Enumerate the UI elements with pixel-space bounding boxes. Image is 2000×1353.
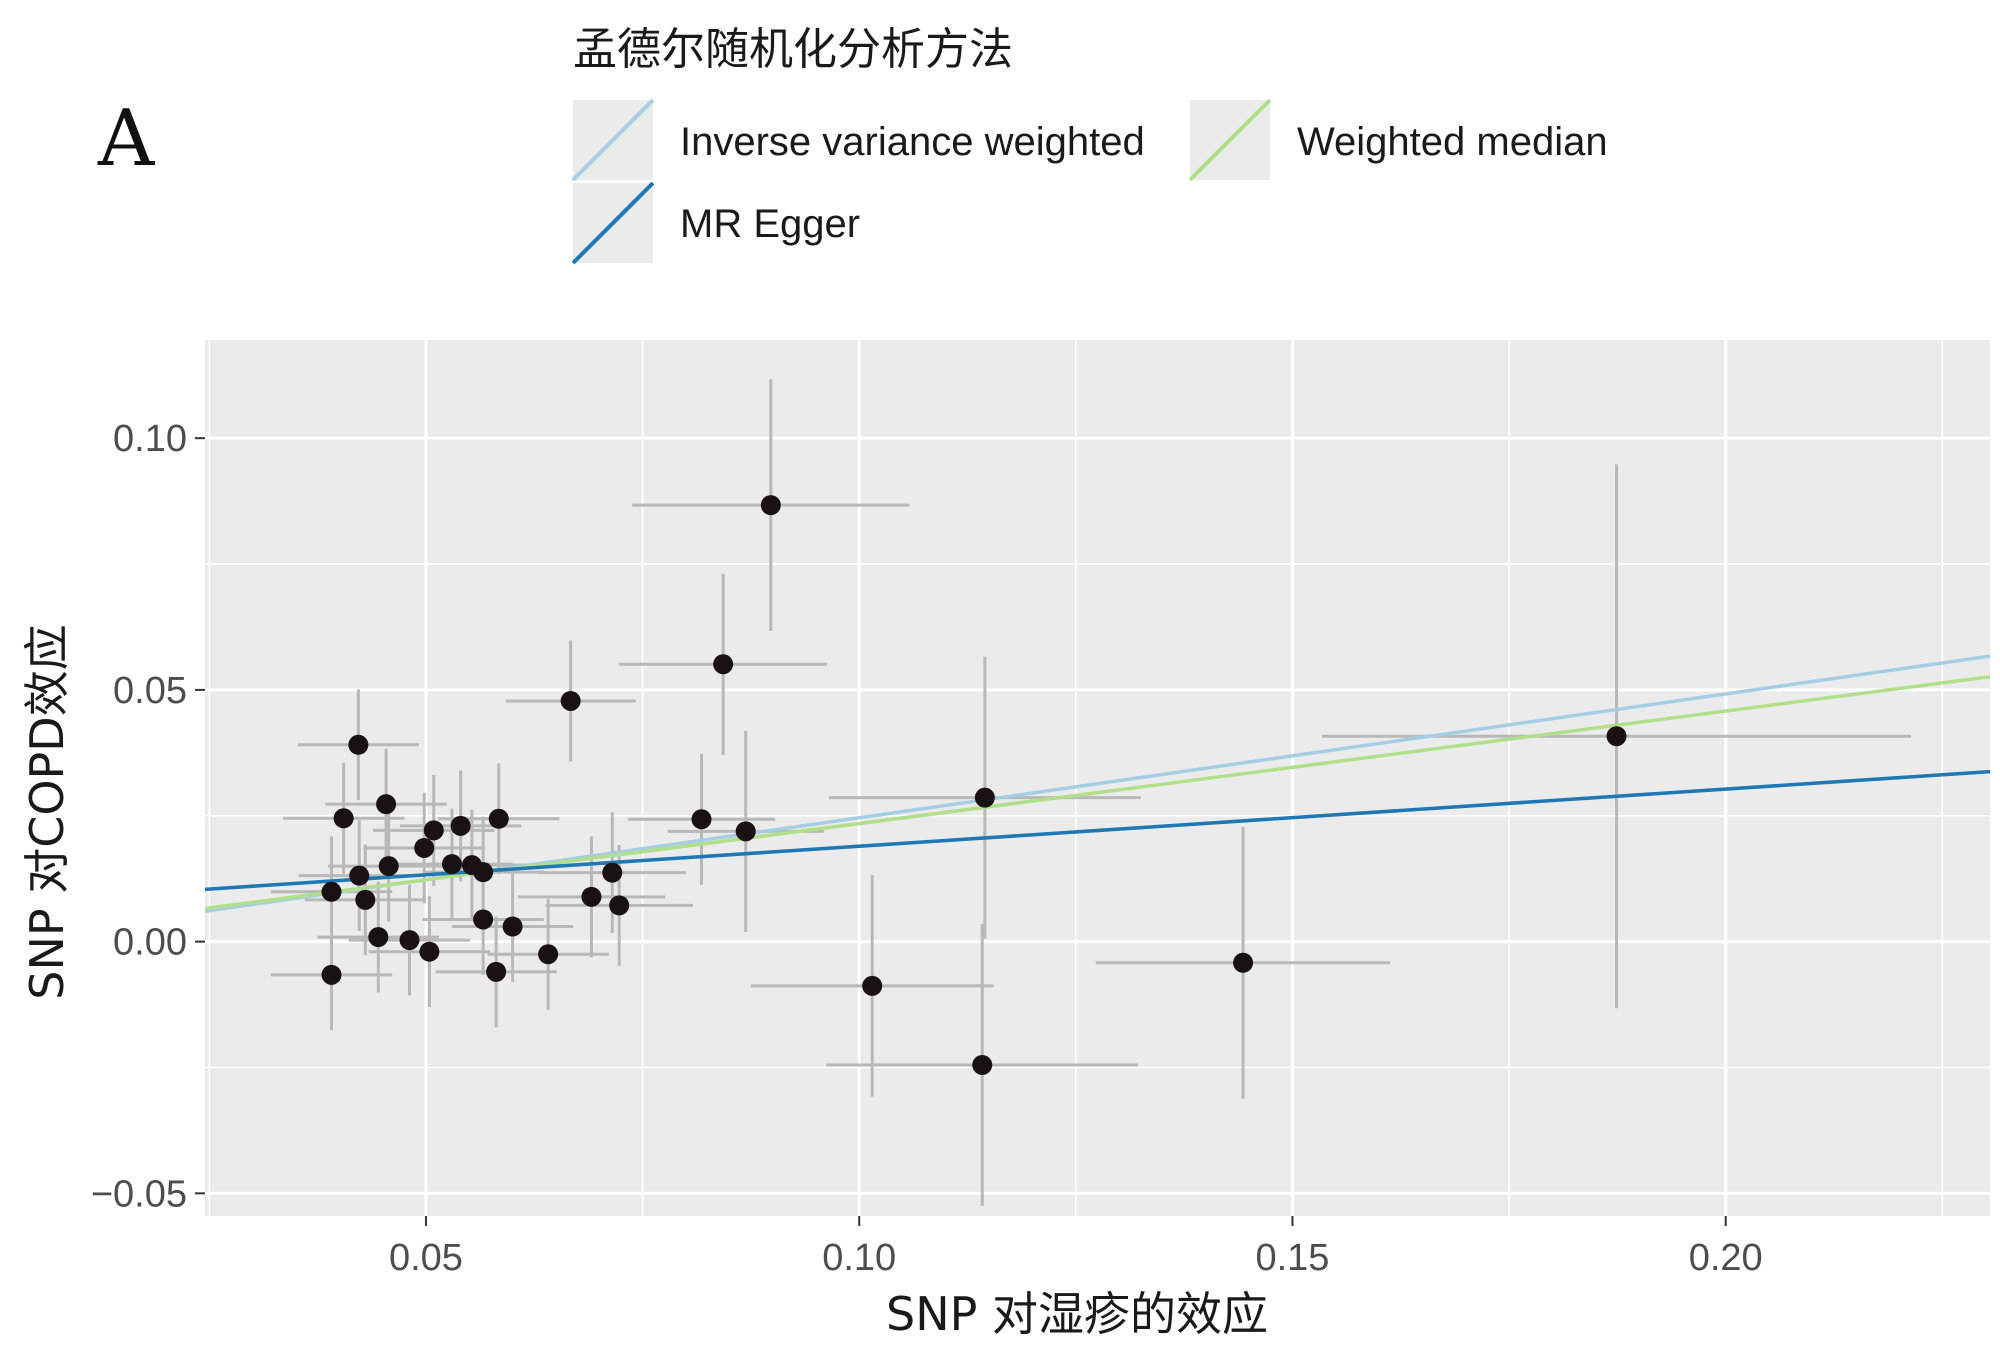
fit-line-mr-egger bbox=[204, 769, 1991, 892]
legend-label-ivw: Inverse variance weighted bbox=[680, 120, 1145, 164]
legend-line-weighted-median bbox=[1188, 98, 1272, 182]
data-point bbox=[414, 837, 435, 858]
data-point bbox=[378, 856, 399, 877]
legend-label-mr-egger: MR Egger bbox=[680, 202, 860, 246]
data-point bbox=[486, 961, 507, 982]
data-point bbox=[760, 495, 781, 516]
legend-line-mr-egger bbox=[571, 181, 655, 265]
data-point bbox=[368, 927, 389, 948]
grid-major bbox=[205, 340, 1990, 1216]
data-point bbox=[333, 808, 354, 829]
x-axis-title: SNP 对湿疹的效应 bbox=[886, 1287, 1268, 1341]
data-point bbox=[581, 886, 602, 907]
data-point bbox=[974, 787, 995, 808]
data-point bbox=[399, 930, 420, 951]
legend: 孟德尔随机化分析方法 Inverse variance weighted Wei… bbox=[571, 24, 1608, 265]
y-tick-label: −0.05 bbox=[91, 1173, 187, 1215]
data-point bbox=[419, 941, 440, 962]
panel-label: A bbox=[97, 94, 156, 184]
legend-item-weighted-median: Weighted median bbox=[1188, 98, 1608, 182]
data-point bbox=[602, 862, 623, 883]
y-tick-label: 0.00 bbox=[113, 922, 187, 964]
plot-panel bbox=[205, 340, 1990, 1216]
data-point bbox=[735, 821, 756, 842]
fit-lines bbox=[204, 654, 1991, 914]
x-tick-label: 0.10 bbox=[822, 1237, 896, 1279]
legend-title: 孟德尔随机化分析方法 bbox=[573, 24, 1013, 75]
legend-item-mr-egger: MR Egger bbox=[571, 181, 860, 265]
data-point bbox=[473, 909, 494, 930]
data-point bbox=[1606, 726, 1627, 747]
y-axis: 0.10 0.05 0.00 −0.05 bbox=[91, 418, 205, 1215]
data-point bbox=[1233, 952, 1254, 973]
data-point bbox=[560, 690, 581, 711]
data-point bbox=[473, 862, 494, 883]
y-tick-label: 0.10 bbox=[113, 418, 187, 460]
data-point bbox=[321, 964, 342, 985]
data-point bbox=[376, 794, 397, 815]
data-point bbox=[502, 916, 523, 937]
data-point bbox=[488, 808, 509, 829]
data-point bbox=[349, 865, 370, 886]
data-point bbox=[538, 944, 559, 965]
y-tick-label: 0.05 bbox=[113, 670, 187, 712]
data-point bbox=[713, 654, 734, 675]
y-axis-title: SNP 对COPD效应 bbox=[20, 624, 74, 999]
data-point bbox=[609, 895, 630, 916]
legend-label-weighted-median: Weighted median bbox=[1297, 120, 1608, 164]
data-points bbox=[321, 495, 1627, 1075]
data-point bbox=[862, 975, 883, 996]
data-point bbox=[441, 854, 462, 875]
data-point bbox=[348, 734, 369, 755]
data-point bbox=[355, 889, 376, 910]
data-point bbox=[321, 881, 342, 902]
data-point bbox=[423, 820, 444, 841]
legend-item-ivw: Inverse variance weighted bbox=[571, 98, 1145, 182]
x-tick-label: 0.15 bbox=[1255, 1237, 1329, 1279]
data-point bbox=[972, 1054, 993, 1075]
data-point bbox=[450, 815, 471, 836]
legend-line-ivw bbox=[571, 98, 655, 182]
data-point bbox=[691, 809, 712, 830]
x-tick-label: 0.20 bbox=[1689, 1237, 1763, 1279]
x-tick-label: 0.05 bbox=[389, 1237, 463, 1279]
x-axis: 0.05 0.10 0.15 0.20 bbox=[389, 1216, 1763, 1279]
